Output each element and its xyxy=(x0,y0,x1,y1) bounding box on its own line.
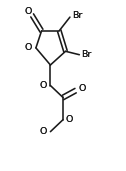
Text: O: O xyxy=(40,81,47,90)
Text: O: O xyxy=(25,7,32,16)
Text: O: O xyxy=(40,127,47,136)
Text: O: O xyxy=(40,81,47,90)
Text: O: O xyxy=(25,7,32,16)
Text: O: O xyxy=(40,127,47,136)
Text: O: O xyxy=(66,115,73,124)
Text: Br: Br xyxy=(72,11,82,19)
Text: Br: Br xyxy=(72,11,82,19)
Text: O: O xyxy=(25,43,32,52)
Text: Br: Br xyxy=(82,50,92,59)
Bar xyxy=(67,115,72,124)
Bar xyxy=(41,81,46,90)
Bar xyxy=(41,127,46,136)
Bar xyxy=(80,85,85,93)
Bar xyxy=(26,7,31,16)
Text: O: O xyxy=(66,115,73,124)
Text: O: O xyxy=(78,84,86,93)
Bar xyxy=(83,50,90,59)
Bar xyxy=(26,44,31,52)
Text: O: O xyxy=(78,84,86,93)
Text: Br: Br xyxy=(82,50,92,59)
Text: O: O xyxy=(25,43,32,52)
Bar xyxy=(74,11,81,19)
